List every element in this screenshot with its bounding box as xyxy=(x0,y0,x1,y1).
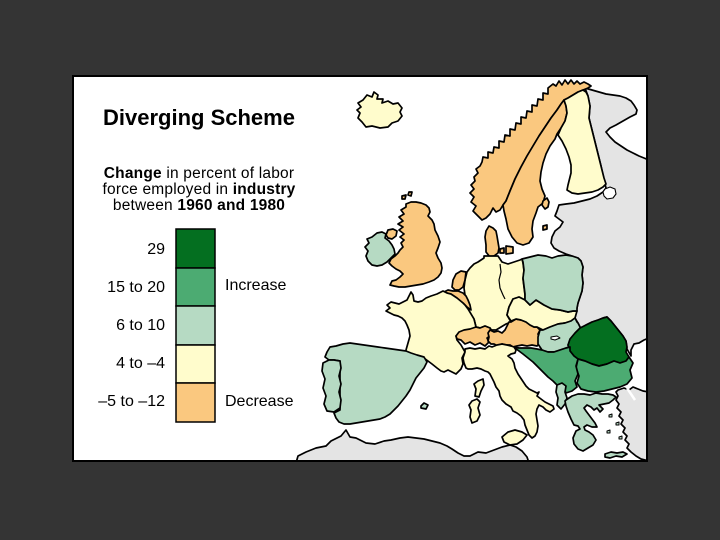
svg-text:force employed in industry: force employed in industry xyxy=(103,181,296,198)
svg-text:6 to 10: 6 to 10 xyxy=(116,317,165,334)
svg-text:Increase: Increase xyxy=(225,277,286,294)
svg-text:Decrease: Decrease xyxy=(225,393,294,410)
svg-text:Change in percent of labor: Change in percent of labor xyxy=(104,165,294,182)
svg-text:Diverging Scheme: Diverging Scheme xyxy=(103,105,295,130)
svg-text:29: 29 xyxy=(147,241,165,258)
svg-text:4 to –4: 4 to –4 xyxy=(116,355,165,372)
svg-text:15 to 20: 15 to 20 xyxy=(107,279,165,296)
svg-text:–5 to –12: –5 to –12 xyxy=(98,393,165,410)
svg-text:between 1960 and 1980: between 1960 and 1980 xyxy=(113,197,285,214)
